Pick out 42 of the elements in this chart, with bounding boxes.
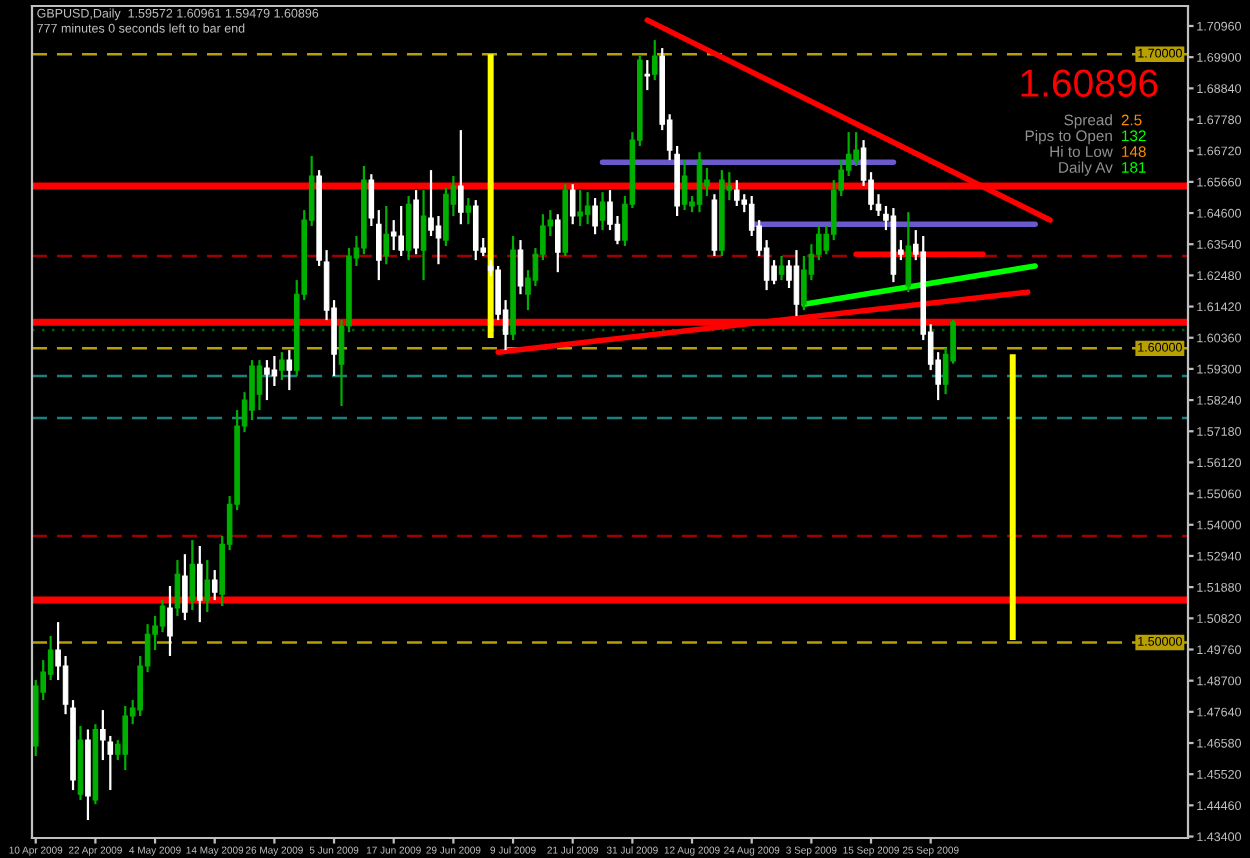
candlestick [286, 348, 293, 392]
candlestick [465, 196, 472, 226]
candlestick [368, 173, 375, 228]
candlestick [174, 558, 181, 618]
candlestick [420, 188, 427, 282]
candlestick [405, 194, 412, 262]
candlestick [592, 196, 598, 236]
candlestick [681, 159, 688, 212]
candlestick [159, 598, 166, 634]
candlestick [122, 704, 129, 772]
candlestick [211, 568, 218, 602]
annotation: 1.60896 [1021, 69, 1158, 97]
candlestick [577, 188, 583, 228]
candlestick [555, 213, 561, 274]
candlestick [435, 214, 442, 266]
candlestick [905, 211, 912, 294]
candlestick [167, 584, 173, 658]
candlestick [197, 544, 203, 624]
candlestick [793, 248, 800, 318]
candlestick [704, 166, 710, 198]
candlestick [204, 558, 211, 614]
candlestick [264, 358, 270, 402]
candlestick [696, 151, 703, 214]
candlestick [189, 538, 196, 612]
candlestick [569, 183, 576, 226]
candlestick [182, 553, 188, 622]
candlestick [517, 238, 524, 296]
candlestick [651, 39, 658, 82]
candlestick [458, 129, 464, 226]
candlestick [599, 191, 606, 232]
candlestick [376, 208, 382, 282]
candlestick [644, 59, 651, 92]
candlestick [472, 198, 479, 262]
candlestick [733, 179, 740, 208]
candlestick [853, 131, 859, 168]
candlestick [398, 204, 404, 258]
candlestick [256, 358, 263, 412]
candlestick [383, 204, 390, 266]
candlestick [778, 254, 785, 282]
candlestick [584, 191, 591, 226]
candlestick [279, 351, 285, 382]
candlestick [413, 188, 419, 256]
